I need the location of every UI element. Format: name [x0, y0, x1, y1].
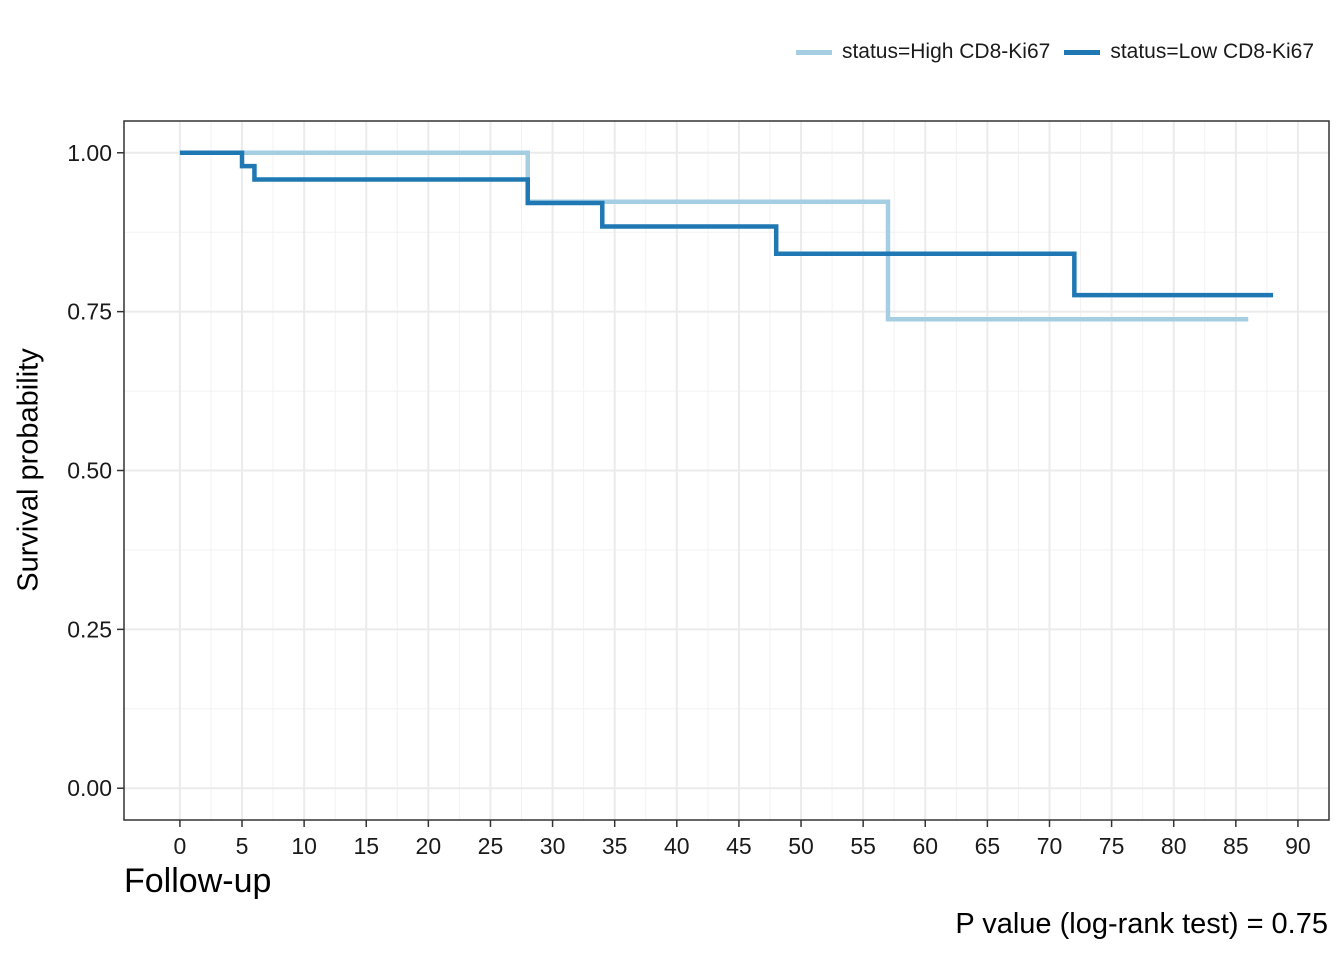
x-tick-label: 60	[912, 833, 938, 859]
legend: status=High CD8-Ki67 status=Low CD8-Ki67	[795, 40, 1314, 64]
legend-item-high: status=High CD8-Ki67	[795, 40, 1051, 64]
y-tick-label: 0.00	[67, 775, 112, 801]
x-tick-label: 35	[602, 833, 628, 859]
legend-label-low: status=Low CD8-Ki67	[1110, 40, 1314, 63]
x-tick-label: 10	[291, 833, 317, 859]
x-tick-label: 75	[1099, 833, 1125, 859]
x-tick-label: 55	[850, 833, 876, 859]
x-tick-label: 65	[975, 833, 1001, 859]
x-tick-label: 90	[1285, 833, 1311, 859]
y-tick-label: 1.00	[67, 140, 112, 166]
x-tick-label: 80	[1161, 833, 1187, 859]
y-tick-label: 0.50	[67, 458, 112, 484]
legend-swatch-high	[795, 49, 832, 55]
y-axis-title: Survival probability	[12, 348, 45, 592]
x-tick-label: 15	[353, 833, 379, 859]
x-tick-label: 85	[1223, 833, 1249, 859]
y-tick-label: 0.25	[67, 616, 112, 642]
y-tick-label: 0.75	[67, 299, 112, 325]
x-tick-label: 30	[540, 833, 566, 859]
survival-curve-low	[179, 150, 1274, 298]
legend-item-low: status=Low CD8-Ki67	[1064, 40, 1314, 64]
x-tick-label: 45	[726, 833, 752, 859]
x-tick-label: 20	[416, 833, 442, 859]
p-value-annotation: P value (log-rank test) = 0.75	[955, 908, 1328, 940]
x-tick-label: 25	[478, 833, 504, 859]
x-tick-label: 0	[174, 833, 187, 859]
x-tick-label: 70	[1037, 833, 1063, 859]
x-tick-label: 40	[664, 833, 690, 859]
survival-curve-high	[179, 150, 1249, 322]
x-tick-label: 50	[788, 833, 814, 859]
legend-swatch-low	[1064, 49, 1101, 55]
x-axis-title: Follow-up	[124, 862, 272, 900]
x-tick-label: 5	[236, 833, 249, 859]
legend-label-high: status=High CD8-Ki67	[841, 40, 1051, 63]
